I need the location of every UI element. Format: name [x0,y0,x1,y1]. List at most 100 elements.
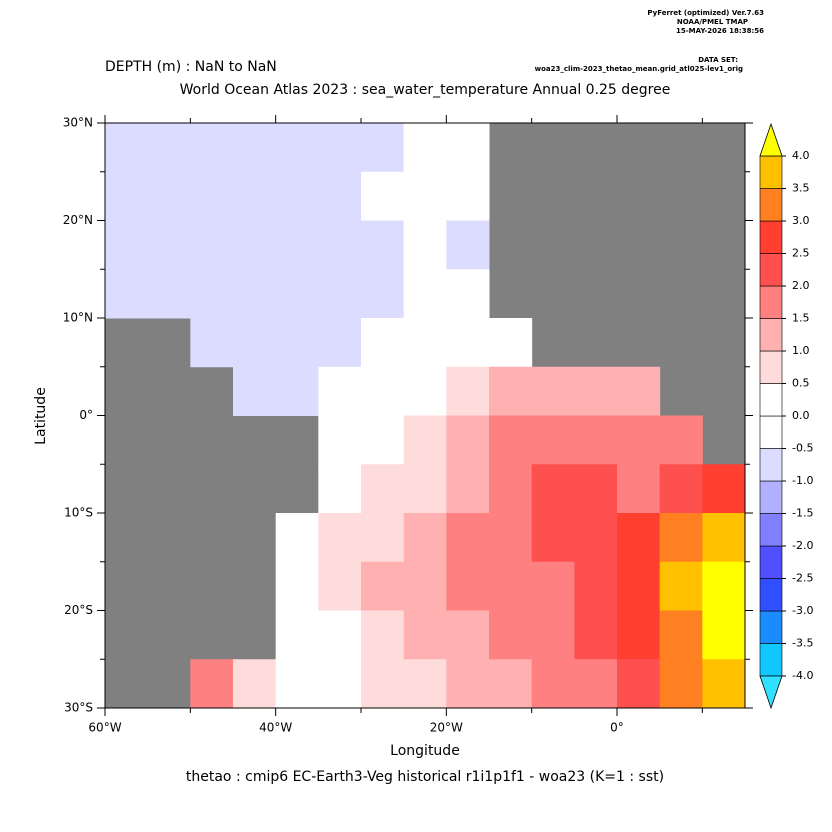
cell [105,269,149,319]
x-tick-label: 20°W [430,721,463,735]
cell [233,123,277,173]
cell [233,269,277,319]
cell [403,659,447,709]
cell [446,513,490,563]
colorbar-segment [759,448,783,482]
cell [531,415,575,465]
colorbar-label: 2.0 [792,279,810,292]
cell [489,659,533,709]
cell [318,513,362,563]
colorbar-label: 0.0 [792,409,810,422]
cell [446,464,490,514]
colorbar-label: 2.5 [792,247,810,260]
lab: NOAA/PMEL TMAP [677,18,748,26]
y-tick-label: 0° [79,408,93,422]
cell [531,464,575,514]
cell [489,366,533,416]
cell [190,123,234,173]
cell [105,220,149,270]
cell [531,561,575,611]
cell [275,610,319,660]
cell [659,513,703,563]
cell [617,513,661,563]
colorbar-label: -2.5 [792,572,813,585]
cell [659,659,703,709]
dataset-label: DATA SET: [698,56,738,64]
cell [147,171,191,221]
cell [147,220,191,270]
cell [403,415,447,465]
cell [361,513,405,563]
dataset: woa23_clim-2023_thetao_mean.grid_atl025-… [535,65,743,73]
cell [489,513,533,563]
cell [403,561,447,611]
cell [275,171,319,221]
cell [659,561,703,611]
cell [403,610,447,660]
cell [574,513,618,563]
colorbar-label: 0.5 [792,377,810,390]
cell [446,318,490,368]
software: PyFerret (optimized) Ver.7.63 [647,9,764,17]
cell [233,366,277,416]
cell [105,123,149,173]
cell [361,123,405,173]
cell [446,171,490,221]
cell [702,561,746,611]
cell [531,610,575,660]
cell [190,269,234,319]
cell [659,415,703,465]
cell [617,610,661,660]
cell [446,366,490,416]
cell [489,415,533,465]
cell [531,659,575,709]
cell [403,513,447,563]
cell [403,220,447,270]
colorbar-label: 4.0 [792,149,810,162]
cell [361,171,405,221]
y-tick-label: 20°S [64,603,93,617]
cell [446,220,490,270]
cell [617,415,661,465]
cell [659,610,703,660]
cell [702,513,746,563]
cell [617,561,661,611]
colorbar-segment [759,545,783,579]
cell [361,561,405,611]
colorbar-segment [759,383,783,417]
y-tick-label: 20°N [63,213,93,227]
x-tick-label: 60°W [88,721,121,735]
cell [403,318,447,368]
cell [318,269,362,319]
cell [275,659,319,709]
colorbar-segment [759,285,783,319]
cell [318,415,362,465]
cell [574,561,618,611]
cell [233,171,277,221]
cell [275,561,319,611]
cell [275,269,319,319]
cell [617,464,661,514]
colorbar-segment [759,253,783,287]
colorbar-segment [759,643,783,677]
cell [361,415,405,465]
cell [233,220,277,270]
cell [275,123,319,173]
cell [531,513,575,563]
colorbar-segment [759,480,783,514]
footer: thetao : cmip6 EC-Earth3-Veg historical … [186,769,664,785]
cell [446,415,490,465]
cell [147,123,191,173]
x-tick-label: 0° [610,721,624,735]
colorbar-label: -2.0 [792,539,813,552]
cell [403,269,447,319]
colorbar-label: 3.5 [792,182,810,195]
cell [318,610,362,660]
y-tick-label: 30°S [64,701,93,715]
cell [574,464,618,514]
cell [147,269,191,319]
cell [275,366,319,416]
cell [275,513,319,563]
cell [233,659,277,709]
